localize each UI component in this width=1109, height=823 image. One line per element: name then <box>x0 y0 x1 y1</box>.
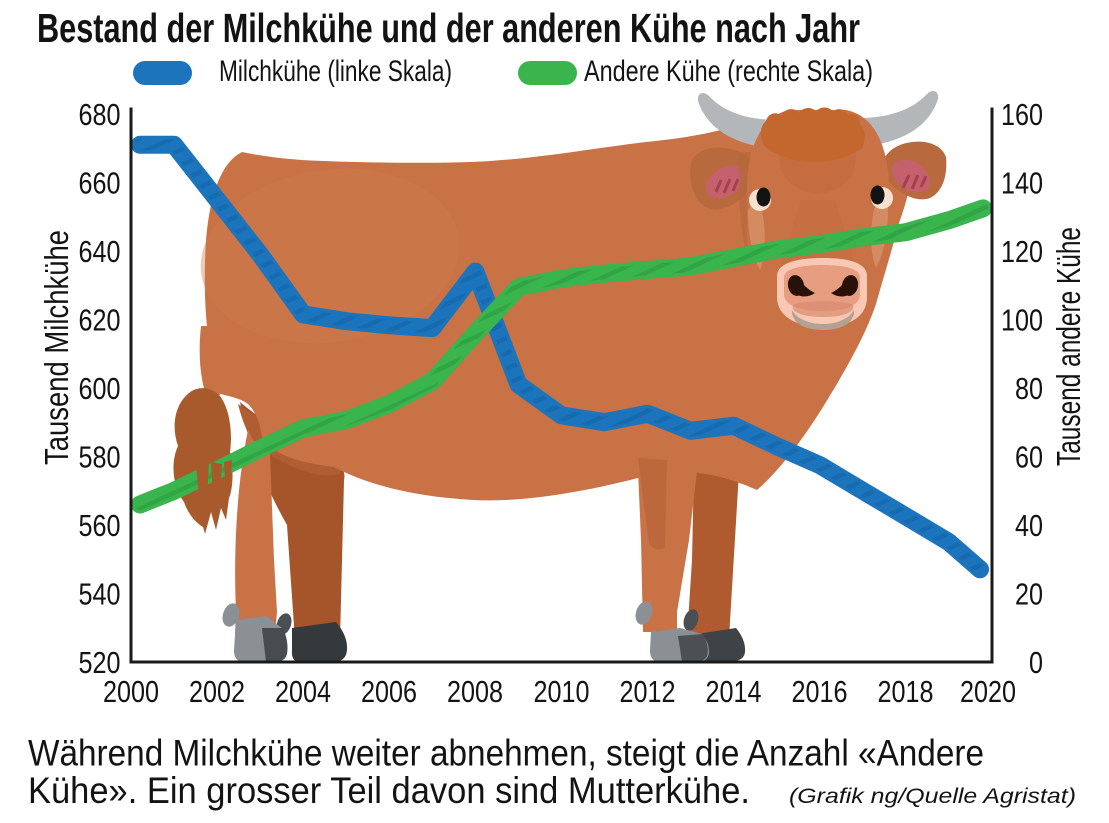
svg-text:2008: 2008 <box>447 674 503 709</box>
svg-text:2000: 2000 <box>103 674 159 709</box>
svg-text:Bestand der Milchkühe und der: Bestand der Milchkühe und der anderen Kü… <box>37 5 860 51</box>
svg-text:2020: 2020 <box>960 674 1016 709</box>
svg-text:2002: 2002 <box>189 674 245 709</box>
svg-text:Tausend andere Kühe: Tausend andere Kühe <box>1050 227 1087 466</box>
svg-text:2014: 2014 <box>706 674 762 709</box>
svg-text:2010: 2010 <box>534 674 590 709</box>
svg-text:Milchkühe (linke Skala): Milchkühe (linke Skala) <box>219 55 452 88</box>
svg-text:Andere Kühe (rechte Skala): Andere Kühe (rechte Skala) <box>584 55 873 88</box>
svg-text:2018: 2018 <box>878 674 934 709</box>
svg-text:160: 160 <box>1001 97 1043 132</box>
svg-text:520: 520 <box>79 645 121 680</box>
svg-text:640: 640 <box>79 234 121 269</box>
svg-text:100: 100 <box>1001 303 1043 338</box>
svg-text:600: 600 <box>79 371 121 406</box>
svg-text:2012: 2012 <box>620 674 676 709</box>
svg-text:140: 140 <box>1001 166 1043 201</box>
svg-text:20: 20 <box>1015 577 1043 612</box>
svg-text:660: 660 <box>79 166 121 201</box>
svg-text:2016: 2016 <box>792 674 848 709</box>
svg-text:Kühe». Ein grosser Teil davon: Kühe». Ein grosser Teil davon sind Mutte… <box>28 770 750 811</box>
svg-text:620: 620 <box>79 303 121 338</box>
svg-text:560: 560 <box>79 508 121 543</box>
svg-text:0: 0 <box>1029 645 1043 680</box>
svg-text:60: 60 <box>1015 440 1043 475</box>
svg-text:80: 80 <box>1015 371 1043 406</box>
svg-text:40: 40 <box>1015 508 1043 543</box>
svg-text:2006: 2006 <box>361 674 417 709</box>
svg-text:Während Milchkühe weiter abneh: Während Milchkühe weiter abnehmen, steig… <box>28 733 984 774</box>
svg-text:2004: 2004 <box>275 674 331 709</box>
svg-text:680: 680 <box>79 97 121 132</box>
svg-text:580: 580 <box>79 440 121 475</box>
svg-text:540: 540 <box>79 577 121 612</box>
svg-text:120: 120 <box>1001 234 1043 269</box>
svg-text:Tausend Milchkühe: Tausend Milchkühe <box>38 230 75 465</box>
svg-text:(Grafik ng/Quelle Agristat): (Grafik ng/Quelle Agristat) <box>789 784 1076 808</box>
